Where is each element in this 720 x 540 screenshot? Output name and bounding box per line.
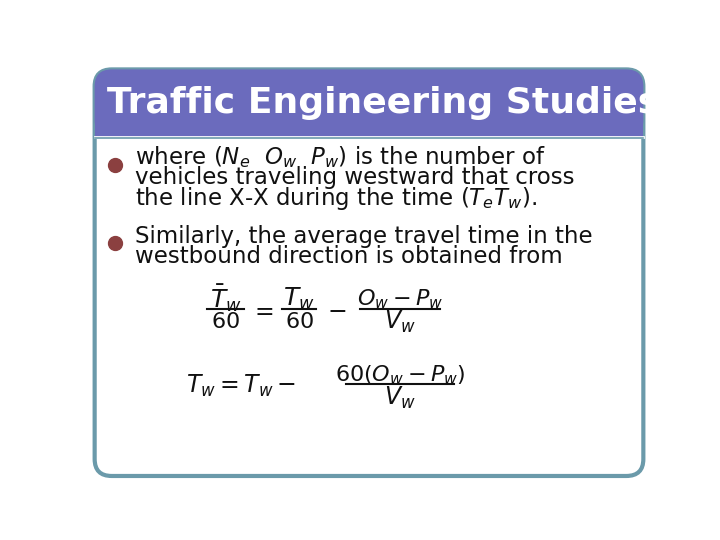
Text: westbound direction is obtained from: westbound direction is obtained from <box>135 245 563 268</box>
Text: Similarly, the average travel time in the: Similarly, the average travel time in th… <box>135 225 593 248</box>
FancyBboxPatch shape <box>94 70 644 137</box>
FancyBboxPatch shape <box>94 70 644 476</box>
Text: Traffic Engineering Studies: Traffic Engineering Studies <box>107 86 660 120</box>
Text: the line X-X during the time ($T_e$$T_w$).: the line X-X during the time ($T_e$$T_w$… <box>135 185 537 212</box>
Text: $60$: $60$ <box>285 312 314 332</box>
Text: $=$: $=$ <box>250 299 274 322</box>
Text: $\bar{T}_w$: $\bar{T}_w$ <box>210 284 241 314</box>
Text: $V_w$: $V_w$ <box>384 309 416 335</box>
Text: $60(O_w - P_w)$: $60(O_w - P_w)$ <box>335 363 465 387</box>
Text: where ($N_e$  $O_w$  $P_w$) is the number of: where ($N_e$ $O_w$ $P_w$) is the number … <box>135 144 546 170</box>
Text: vehicles traveling westward that cross: vehicles traveling westward that cross <box>135 166 575 190</box>
Bar <box>94 120 644 137</box>
Text: $T_w = T_w -$: $T_w = T_w -$ <box>186 373 296 399</box>
Text: $T_w$: $T_w$ <box>284 286 315 312</box>
Text: $V_w$: $V_w$ <box>384 384 416 410</box>
Text: $60$: $60$ <box>211 312 240 332</box>
Text: $-$: $-$ <box>327 299 346 322</box>
Text: $O_w - P_w$: $O_w - P_w$ <box>357 287 443 310</box>
